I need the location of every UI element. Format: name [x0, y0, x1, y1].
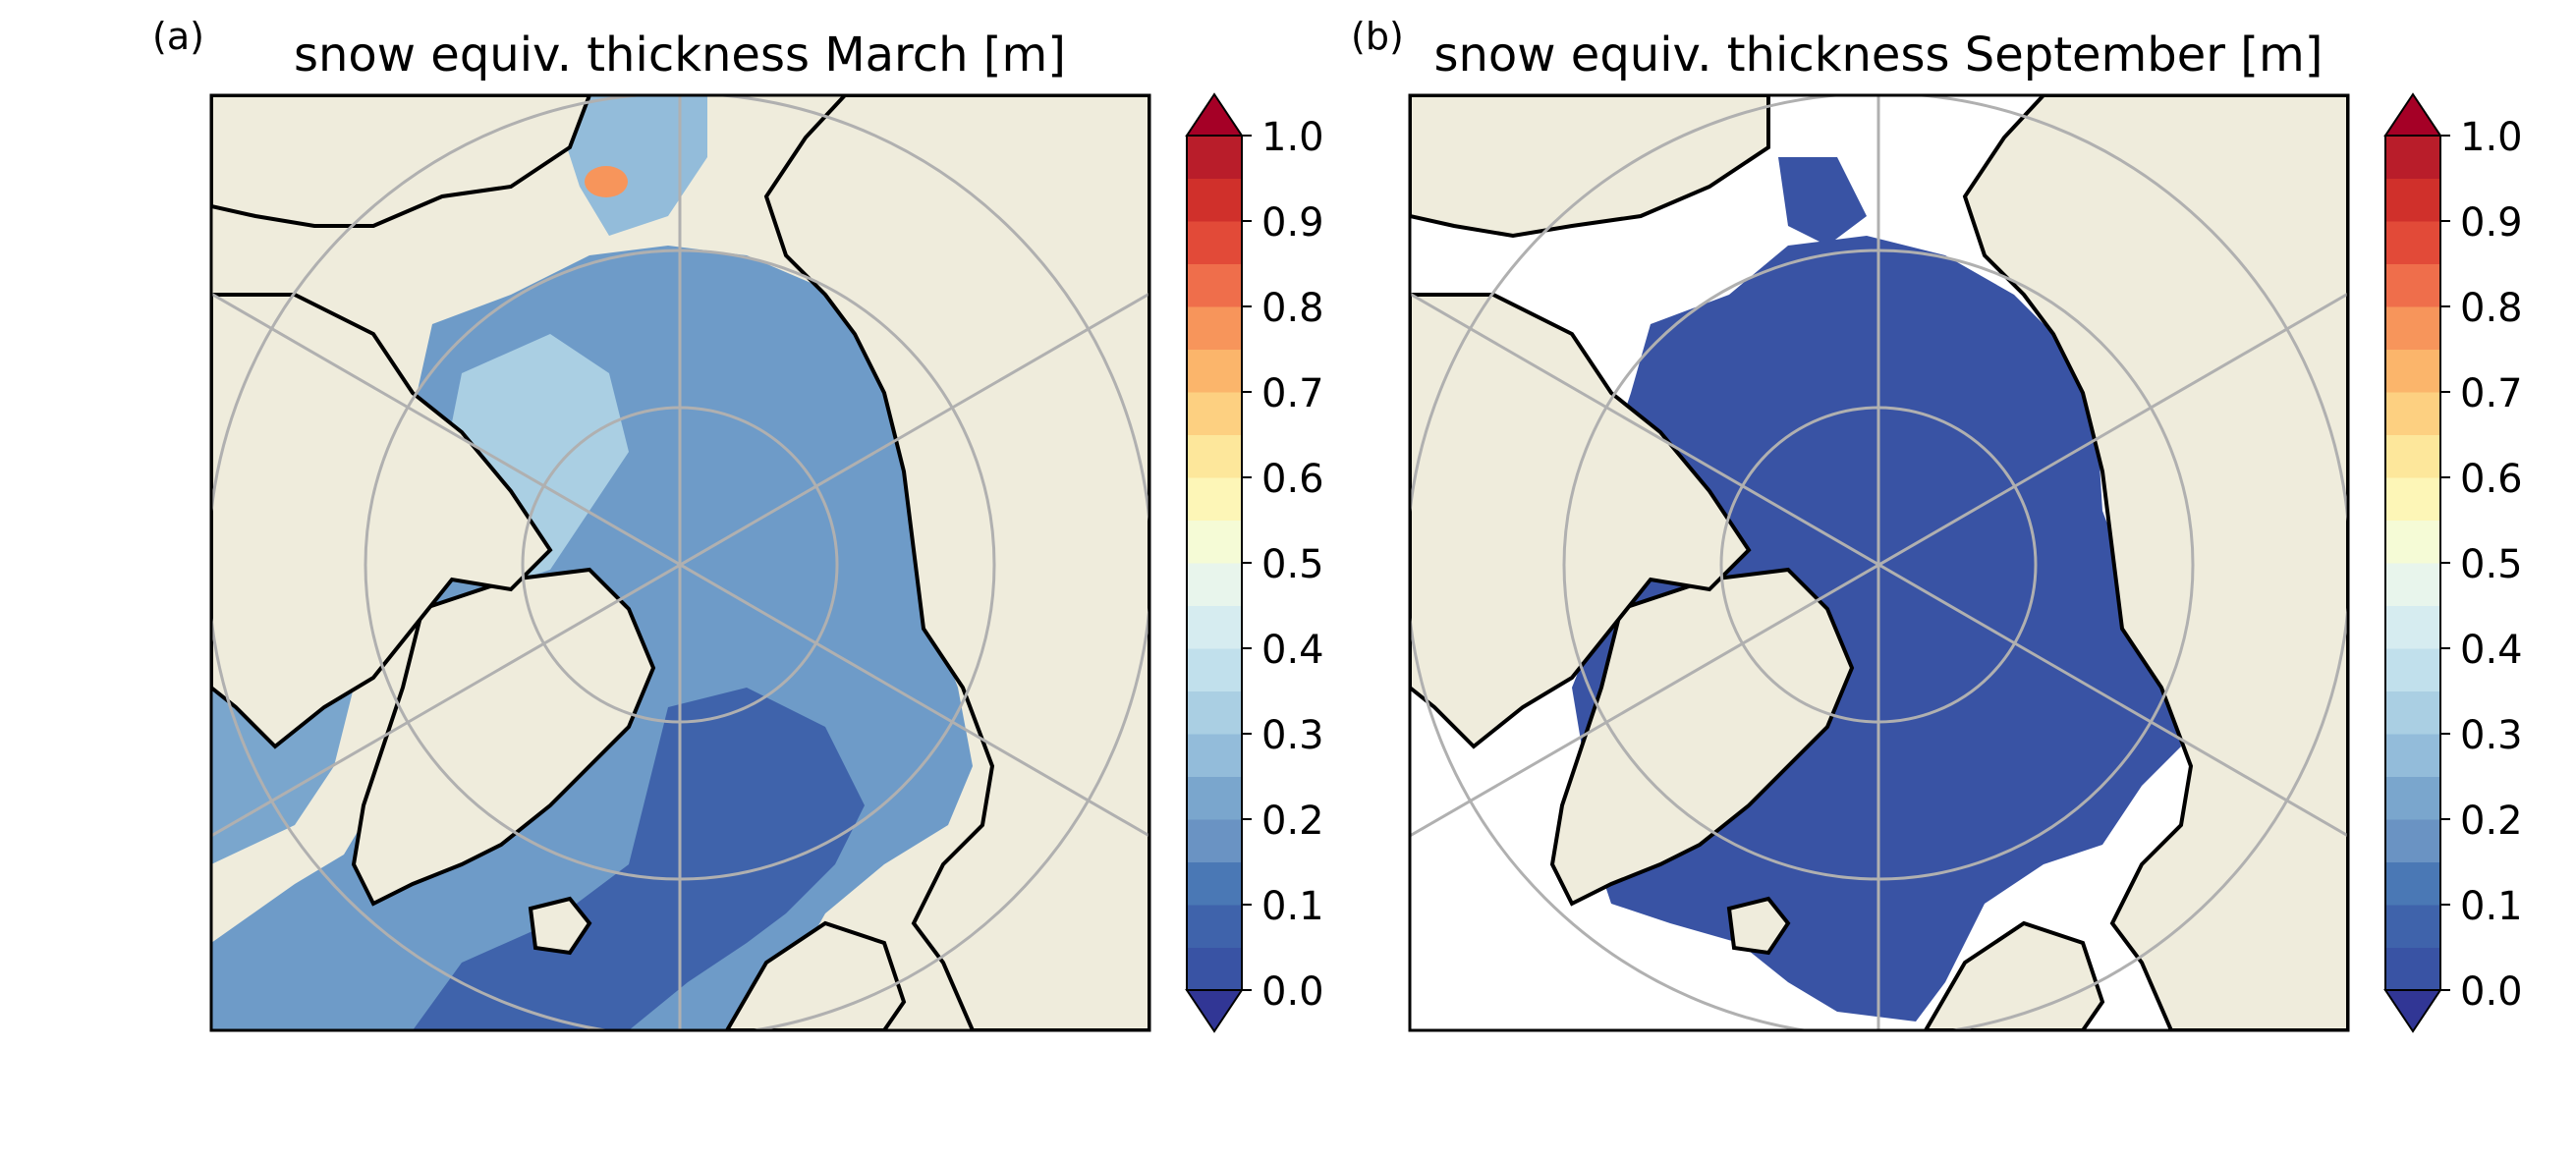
colorbar-level-12-b — [2385, 434, 2440, 478]
colorbar-level-8-b — [2385, 605, 2440, 649]
colorbar-level-13-b — [2385, 392, 2440, 435]
panel-a-frame — [209, 93, 1151, 1032]
panel-b-land — [1410, 95, 1770, 239]
panel-b-frame — [1408, 93, 2350, 1032]
colorbar-level-2-b — [2385, 861, 2440, 906]
colorbar-tick-label-3-b: 0.3 — [2460, 713, 2523, 758]
panel-a-snow-peak-chukchi — [585, 166, 628, 197]
colorbar-level-1-b — [2385, 905, 2440, 948]
panel-a-greenland — [351, 567, 656, 907]
colorbar-tick-label-1-a: 0.1 — [1261, 884, 1324, 929]
colorbar-level-5-a — [1187, 734, 1242, 777]
colorbar-tick-label-0-a: 0.0 — [1261, 969, 1324, 1015]
colorbar-level-1-a — [1187, 905, 1242, 948]
colorbar-level-7-b — [2385, 648, 2440, 691]
colorbar-tick-label-10-a: 1.0 — [1261, 115, 1324, 160]
colorbar-tick-label-4-b: 0.4 — [2460, 628, 2523, 673]
panel-b-scandinavia — [1923, 920, 2105, 1030]
colorbar-level-6-b — [2385, 690, 2440, 735]
panel-a-alaska — [211, 95, 592, 228]
panel-b-title: snow equiv. thickness September [m] — [1433, 28, 2323, 83]
colorbar-level-0-b — [2385, 947, 2440, 991]
colorbar-level-17-a — [1187, 221, 1242, 264]
colorbar-tick-label-5-b: 0.5 — [2460, 542, 2523, 587]
colorbar-level-18-b — [2385, 178, 2440, 222]
panel-b-iceland — [1726, 896, 1791, 956]
panel-b-tag: (b) — [1351, 15, 1404, 58]
colorbar-tick-label-8-b: 0.8 — [2460, 286, 2523, 331]
colorbar-level-3-a — [1187, 819, 1242, 862]
colorbar-over-triangle-a — [1185, 92, 1244, 137]
colorbar-level-9-b — [2385, 563, 2440, 606]
colorbar-level-19-a — [1187, 136, 1242, 179]
panel-b-snow-chukchi — [1778, 157, 1867, 246]
colorbar-tick-label-8-a: 0.8 — [1261, 286, 1324, 331]
colorbar-tick-label-7-b: 0.7 — [2460, 371, 2523, 416]
colorbar-level-2-a — [1187, 861, 1242, 906]
panel-a-canada-archipelago — [211, 293, 553, 749]
colorbar-tick-label-0-b: 0.0 — [2460, 969, 2523, 1015]
colorbar-level-4-a — [1187, 776, 1242, 820]
colorbar-over-triangle-b — [2383, 92, 2442, 137]
colorbar-tick-label-10-b: 1.0 — [2460, 115, 2523, 160]
panel-a-eurasia — [763, 95, 1149, 1030]
colorbar-level-18-a — [1187, 178, 1242, 222]
colorbar-tick-label-6-a: 0.6 — [1261, 457, 1324, 502]
colorbar-tick-label-3-a: 0.3 — [1261, 713, 1324, 758]
colorbar-tick-label-1-b: 0.1 — [2460, 884, 2523, 929]
colorbar-level-15-b — [2385, 306, 2440, 350]
panel-a-graticule — [211, 95, 1149, 1030]
colorbar-level-16-b — [2385, 263, 2440, 307]
colorbar-tick-label-6-b: 0.6 — [2460, 457, 2523, 502]
colorbar-level-6-a — [1187, 690, 1242, 735]
panel-b-eurasia — [1962, 95, 2348, 1030]
colorbar-level-8-a — [1187, 605, 1242, 649]
colorbar-level-10-a — [1187, 520, 1242, 564]
colorbar-level-9-a — [1187, 563, 1242, 606]
colorbar-under-triangle-a — [1185, 989, 1244, 1033]
colorbar-tick-label-2-b: 0.2 — [2460, 799, 2523, 844]
colorbar-level-15-a — [1187, 306, 1242, 350]
panel-a-snow-bering-2 — [550, 95, 707, 236]
colorbar-tick-label-2-a: 0.2 — [1261, 799, 1324, 844]
colorbar-level-13-a — [1187, 392, 1242, 435]
colorbar-level-17-b — [2385, 221, 2440, 264]
panel-a: (a) snow equiv. thickness March [m] — [152, 15, 1324, 1033]
panel-b-greenland — [1549, 567, 1855, 907]
panel-a-snow-thin-atlantic — [413, 688, 865, 1030]
colorbar-level-11-a — [1187, 477, 1242, 521]
colorbar-level-10-b — [2385, 520, 2440, 564]
colorbar-level-16-a — [1187, 263, 1242, 307]
colorbar-under-triangle-b — [2383, 989, 2442, 1033]
colorbar-level-0-a — [1187, 947, 1242, 991]
panel-b-canada-archipelago — [1410, 293, 1752, 749]
colorbar-level-14-b — [2385, 349, 2440, 393]
panel-b-colorbar: 0.0 0.1 0.2 0.3 0.4 0.5 0.6 0.7 0.8 0.9 1.0 — [2383, 92, 2523, 1033]
colorbar-level-12-a — [1187, 434, 1242, 478]
colorbar-level-5-b — [2385, 734, 2440, 777]
panel-a-tag: (a) — [152, 15, 204, 58]
colorbar-tick-label-4-a: 0.4 — [1261, 628, 1324, 673]
colorbar-level-19-b — [2385, 136, 2440, 179]
panel-a-scandinavia — [724, 920, 907, 1030]
colorbar-level-7-a — [1187, 648, 1242, 691]
panel-b: (b) snow equiv. thickness September [m] — [1351, 15, 2523, 1033]
colorbar-level-4-b — [2385, 776, 2440, 820]
colorbar-level-3-b — [2385, 819, 2440, 862]
colorbar-level-11-b — [2385, 477, 2440, 521]
colorbar-level-14-a — [1187, 349, 1242, 393]
panel-a-title: snow equiv. thickness March [m] — [294, 28, 1066, 83]
colorbar-tick-label-9-a: 0.9 — [1261, 200, 1324, 246]
panel-a-map — [211, 95, 1149, 1030]
panel-a-colorbar: 0.0 0.1 0.2 0.3 0.4 0.5 0.6 0.7 0.8 0.9 1.0 — [1185, 92, 1324, 1033]
colorbar-tick-label-7-a: 0.7 — [1261, 371, 1324, 416]
colorbar-tick-label-9-b: 0.9 — [2460, 200, 2523, 246]
colorbar-tick-label-5-a: 0.5 — [1261, 542, 1324, 587]
panel-b-graticule — [1410, 95, 2348, 1030]
panel-a-iceland — [528, 896, 592, 956]
panel-b-map — [1410, 95, 2348, 1030]
